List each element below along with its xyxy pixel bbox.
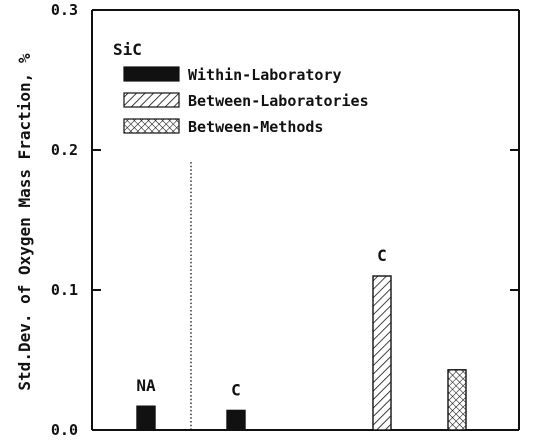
legend-swatch-between-methods	[123, 118, 180, 134]
legend-swatch-between-laboratories	[123, 92, 180, 108]
bar-within-laboratory-1	[136, 405, 156, 431]
bar-label-c: C	[231, 380, 241, 399]
y-axis-label: Std.Dev. of Oxygen Mass Fraction, %	[15, 53, 34, 391]
y-axis-tick-labels: 0.0 0.1 0.2 0.3	[51, 1, 78, 439]
y-axis-ticks	[92, 9, 519, 431]
legend-label-between-laboratories: Between-Laboratories	[188, 92, 369, 110]
legend-label-between-methods: Between-Methods	[188, 118, 323, 136]
bars-group	[136, 275, 467, 431]
bar-within-laboratory-2	[226, 409, 246, 431]
bar-label-na: NA	[136, 376, 156, 395]
bar-between-laboratories	[372, 275, 392, 431]
y-tick-label: 0.1	[51, 281, 78, 299]
bar-label-c: C	[377, 246, 387, 265]
legend-label-within-laboratory: Within-Laboratory	[188, 66, 342, 84]
legend-swatch-within-laboratory	[123, 66, 180, 82]
y-tick-label: 0.0	[51, 421, 78, 438]
bar-labels-group: NA C C	[136, 246, 386, 399]
y-tick-label: 0.2	[51, 141, 78, 159]
legend: Within-Laboratory Between-Laboratories B…	[123, 66, 369, 136]
bar-between-methods	[447, 369, 467, 431]
material-label: SiC	[113, 40, 142, 59]
y-tick-label: 0.3	[51, 1, 78, 19]
